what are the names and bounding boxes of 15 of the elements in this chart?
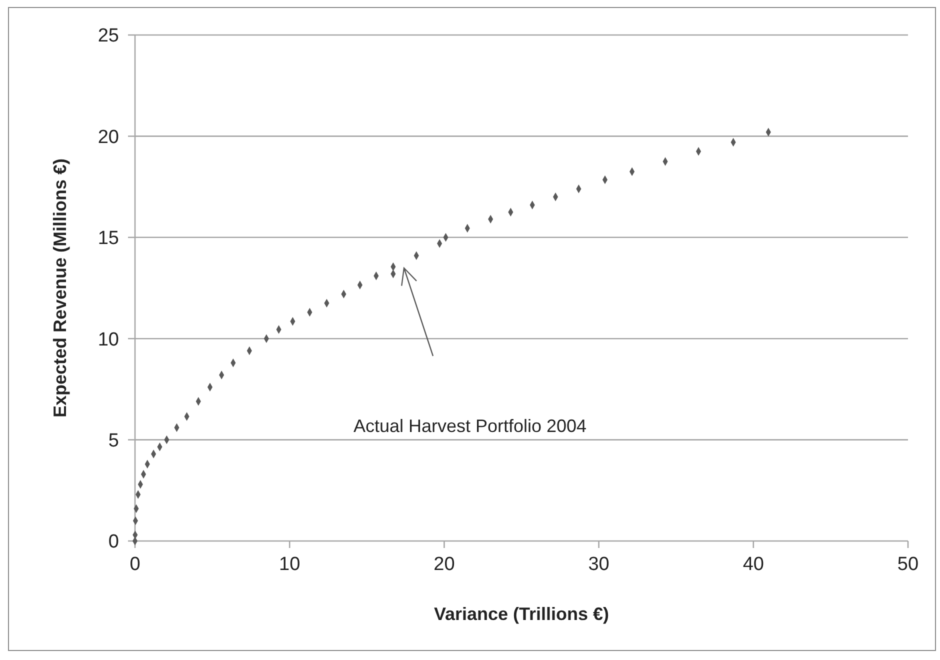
- y-tick-label: 0: [108, 532, 119, 553]
- y-tick-label: 15: [98, 228, 119, 250]
- x-tick-label: 30: [588, 554, 610, 575]
- x-tick-label: 0: [130, 554, 140, 575]
- x-tick-label: 20: [434, 554, 455, 575]
- annotation: Actual Harvest Portfolio 2004: [353, 416, 587, 436]
- y-tick-label: 20: [98, 126, 119, 148]
- y-tick-label: 25: [98, 26, 119, 47]
- x-tick-label: 10: [279, 554, 300, 575]
- y-axis-title: Expected Revenue (Millions €): [50, 158, 70, 418]
- x-tick-label: 40: [742, 554, 764, 575]
- x-tick-label: 50: [897, 554, 919, 575]
- x-axis-title: Variance (Trillions €): [434, 604, 610, 624]
- y-tick-label: 5: [108, 430, 119, 452]
- y-tick-label: 10: [98, 329, 119, 350]
